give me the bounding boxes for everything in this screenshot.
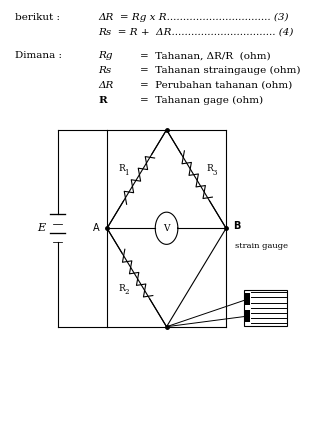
Text: V: V <box>163 224 170 233</box>
Text: Dimana :: Dimana : <box>15 51 62 60</box>
Text: berikut :: berikut : <box>15 13 60 22</box>
Text: ΔR: ΔR <box>98 81 113 90</box>
Text: =  Perubahan tahanan (ohm): = Perubahan tahanan (ohm) <box>140 81 292 90</box>
Text: B: B <box>233 221 240 231</box>
Bar <box>244 290 287 326</box>
Text: 3: 3 <box>213 169 217 177</box>
Text: Rs: Rs <box>98 66 111 75</box>
Text: strain gauge: strain gauge <box>235 242 288 250</box>
Text: E: E <box>37 223 45 233</box>
Text: Rg: Rg <box>98 51 112 60</box>
Text: 2: 2 <box>124 288 129 296</box>
Text: A: A <box>93 223 100 233</box>
Text: =  Tahanan gage (ohm): = Tahanan gage (ohm) <box>140 96 263 105</box>
Text: Rs  = R +  ΔR................................ (4): Rs = R + ΔR.............................… <box>98 28 293 37</box>
Text: ΔR  = Rg x R................................ (3): ΔR = Rg x R.............................… <box>98 13 288 22</box>
Text: R: R <box>118 284 125 293</box>
Bar <box>245 293 250 305</box>
Text: =  Tahanan, ΔR/R  (ohm): = Tahanan, ΔR/R (ohm) <box>140 51 270 60</box>
Text: R: R <box>98 96 107 105</box>
Text: =  Tahanan straingauge (ohm): = Tahanan straingauge (ohm) <box>140 66 300 75</box>
Text: 1: 1 <box>124 169 129 177</box>
Text: R: R <box>206 164 213 173</box>
Text: R: R <box>118 164 125 173</box>
Bar <box>245 310 250 323</box>
